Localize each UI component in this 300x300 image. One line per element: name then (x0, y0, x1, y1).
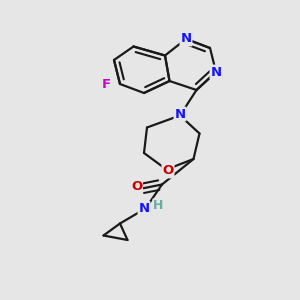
Text: H: H (153, 199, 163, 212)
Text: N: N (138, 202, 150, 215)
Text: F: F (102, 77, 111, 91)
Text: N: N (180, 32, 192, 46)
Text: N: N (174, 107, 186, 121)
Text: O: O (162, 164, 174, 178)
Text: O: O (131, 179, 142, 193)
Text: N: N (210, 65, 222, 79)
